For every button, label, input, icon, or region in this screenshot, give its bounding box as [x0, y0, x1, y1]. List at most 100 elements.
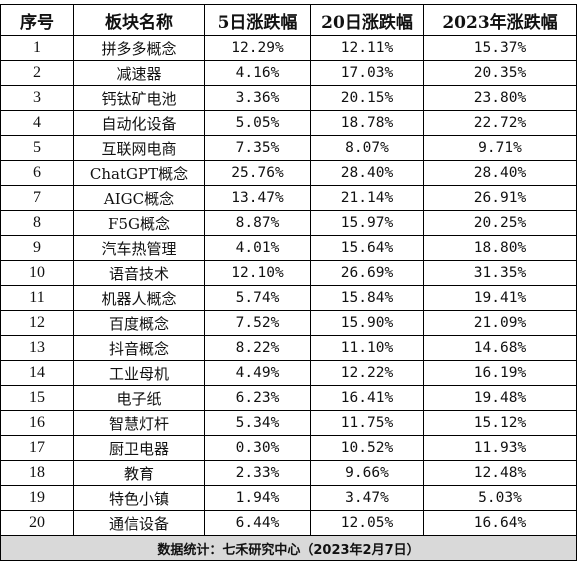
table-row: 18 教育 2.33% 9.66% 12.48% [0, 460, 577, 486]
rank-cell: 10 [0, 260, 74, 286]
change-ytd-cell: 15.12% [423, 410, 577, 436]
change-20day-cell: 15.84% [310, 285, 424, 311]
change-5day-cell: 4.01% [204, 235, 311, 261]
rank-cell: 3 [0, 85, 74, 111]
rank-cell: 11 [0, 285, 74, 311]
sector-name-cell: 百度概念 [73, 310, 205, 336]
sector-name-cell: 教育 [73, 460, 205, 486]
change-20day-cell: 3.47% [310, 485, 424, 511]
table-row: 4 自动化设备 5.05% 18.78% 22.72% [0, 110, 577, 136]
table-row: 2 减速器 4.16% 17.03% 20.35% [0, 60, 577, 86]
table-row: 11 机器人概念 5.74% 15.84% 19.41% [0, 285, 577, 311]
change-20day-cell: 18.78% [310, 110, 424, 136]
sector-name-cell: 特色小镇 [73, 485, 205, 511]
rank-cell: 2 [0, 60, 74, 86]
table-row: 8 F5G概念 8.87% 15.97% 20.25% [0, 210, 577, 236]
change-5day-cell: 4.16% [204, 60, 311, 86]
change-ytd-cell: 19.48% [423, 385, 577, 411]
change-20day-cell: 11.75% [310, 410, 424, 436]
change-5day-cell: 5.74% [204, 285, 311, 311]
rank-cell: 18 [0, 460, 74, 486]
change-ytd-cell: 11.93% [423, 435, 577, 461]
sector-name-cell: 自动化设备 [73, 110, 205, 136]
change-20day-cell: 9.66% [310, 460, 424, 486]
table-row: 1 拼多多概念 12.29% 12.11% 15.37% [0, 35, 577, 61]
change-ytd-cell: 22.72% [423, 110, 577, 136]
change-ytd-cell: 9.71% [423, 135, 577, 161]
change-ytd-cell: 15.37% [423, 35, 577, 61]
rank-cell: 8 [0, 210, 74, 236]
table-row: 20 通信设备 6.44% 12.05% 16.64% [0, 510, 577, 536]
table-header: 序号 板块名称 5日涨跌幅 20日涨跌幅 2023年涨跌幅 [0, 4, 577, 36]
table-row: 17 厨卫电器 0.30% 10.52% 11.93% [0, 435, 577, 461]
change-ytd-cell: 28.40% [423, 160, 577, 186]
table-row: 5 互联网电商 7.35% 8.07% 9.71% [0, 135, 577, 161]
sector-name-cell: AIGC概念 [73, 185, 205, 211]
sector-name-cell: 汽车热管理 [73, 235, 205, 261]
header-sector-name: 板块名称 [73, 4, 205, 36]
sector-name-cell: 通信设备 [73, 510, 205, 536]
rank-cell: 20 [0, 510, 74, 536]
sector-performance-table: 序号 板块名称 5日涨跌幅 20日涨跌幅 2023年涨跌幅 1 拼多多概念 12.2… [0, 4, 577, 561]
sector-name-cell: 拼多多概念 [73, 35, 205, 61]
rank-cell: 4 [0, 110, 74, 136]
table-body: 1 拼多多概念 12.29% 12.11% 15.37% 2 减速器 4.16% 17.03% 2… [0, 35, 577, 536]
rank-cell: 19 [0, 485, 74, 511]
header-row: 序号 板块名称 5日涨跌幅 20日涨跌幅 2023年涨跌幅 [0, 4, 577, 36]
change-5day-cell: 8.87% [204, 210, 311, 236]
table-row: 19 特色小镇 1.94% 3.47% 5.03% [0, 485, 577, 511]
sector-name-cell: 智慧灯杆 [73, 410, 205, 436]
change-5day-cell: 12.29% [204, 35, 311, 61]
table-row: 6 ChatGPT概念 25.76% 28.40% 28.40% [0, 160, 577, 186]
table-row: 10 语音技术 12.10% 26.69% 31.35% [0, 260, 577, 286]
change-20day-cell: 12.11% [310, 35, 424, 61]
change-20day-cell: 20.15% [310, 85, 424, 111]
sector-name-cell: 钙钛矿电池 [73, 85, 205, 111]
table-row: 14 工业母机 4.49% 12.22% 16.19% [0, 360, 577, 386]
sector-name-cell: 厨卫电器 [73, 435, 205, 461]
table-footer: 数据统计：七禾研究中心（2023年2月7日） [0, 535, 577, 561]
change-5day-cell: 7.35% [204, 135, 311, 161]
change-ytd-cell: 5.03% [423, 485, 577, 511]
change-ytd-cell: 19.41% [423, 285, 577, 311]
change-20day-cell: 21.14% [310, 185, 424, 211]
rank-cell: 1 [0, 35, 74, 61]
change-5day-cell: 6.23% [204, 385, 311, 411]
table-row: 3 钙钛矿电池 3.36% 20.15% 23.80% [0, 85, 577, 111]
change-ytd-cell: 21.09% [423, 310, 577, 336]
sector-name-cell: 工业母机 [73, 360, 205, 386]
change-5day-cell: 1.94% [204, 485, 311, 511]
change-5day-cell: 2.33% [204, 460, 311, 486]
table-row: 12 百度概念 7.52% 15.90% 21.09% [0, 310, 577, 336]
rank-cell: 14 [0, 360, 74, 386]
table-row: 15 电子纸 6.23% 16.41% 19.48% [0, 385, 577, 411]
sector-name-cell: 抖音概念 [73, 335, 205, 361]
rank-cell: 9 [0, 235, 74, 261]
sector-name-cell: 机器人概念 [73, 285, 205, 311]
change-5day-cell: 7.52% [204, 310, 311, 336]
sector-name-cell: 减速器 [73, 60, 205, 86]
sector-name-cell: 互联网电商 [73, 135, 205, 161]
change-ytd-cell: 16.19% [423, 360, 577, 386]
change-5day-cell: 4.49% [204, 360, 311, 386]
change-20day-cell: 12.22% [310, 360, 424, 386]
table-row: 7 AIGC概念 13.47% 21.14% 26.91% [0, 185, 577, 211]
change-ytd-cell: 23.80% [423, 85, 577, 111]
change-5day-cell: 0.30% [204, 435, 311, 461]
change-20day-cell: 8.07% [310, 135, 424, 161]
rank-cell: 6 [0, 160, 74, 186]
rank-cell: 5 [0, 135, 74, 161]
sector-name-cell: 语音技术 [73, 260, 205, 286]
change-5day-cell: 5.05% [204, 110, 311, 136]
rank-cell: 17 [0, 435, 74, 461]
sector-name-cell: ChatGPT概念 [73, 160, 205, 186]
rank-cell: 16 [0, 410, 74, 436]
sector-name-cell: 电子纸 [73, 385, 205, 411]
change-20day-cell: 10.52% [310, 435, 424, 461]
header-20day-change: 20日涨跌幅 [310, 4, 424, 36]
table-row: 9 汽车热管理 4.01% 15.64% 18.80% [0, 235, 577, 261]
change-20day-cell: 12.05% [310, 510, 424, 536]
change-20day-cell: 28.40% [310, 160, 424, 186]
change-ytd-cell: 26.91% [423, 185, 577, 211]
change-5day-cell: 5.34% [204, 410, 311, 436]
